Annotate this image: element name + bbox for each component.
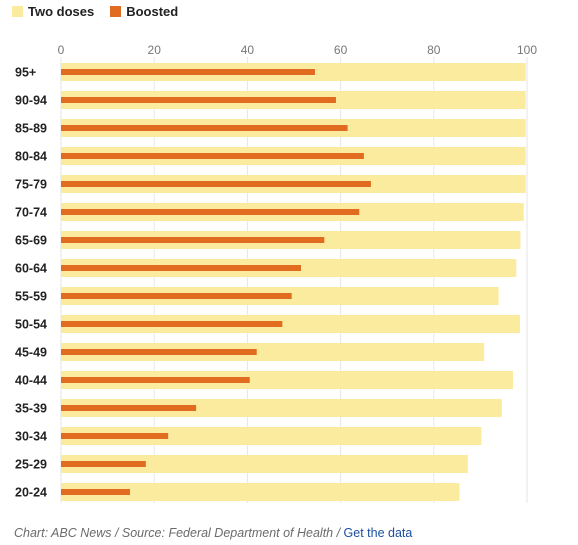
- bar-boosted-65-69: [61, 237, 325, 243]
- y-category-label-25-29: 25-29: [15, 458, 47, 472]
- legend-label-two-doses: Two doses: [28, 4, 95, 19]
- bar-two-doses-30-34: [61, 427, 482, 445]
- bar-boosted-85-89: [61, 125, 348, 131]
- bar-boosted-25-29: [61, 461, 146, 467]
- y-category-label-90-94: 90-94: [15, 94, 47, 108]
- bar-two-doses-20-24: [61, 483, 460, 501]
- y-category-label-55-59: 55-59: [15, 290, 47, 304]
- legend-item-boosted: Boosted: [110, 4, 178, 19]
- bar-boosted-70-74: [61, 209, 360, 215]
- bar-boosted-80-84: [61, 153, 364, 159]
- bar-boosted-75-79: [61, 181, 371, 187]
- bar-two-doses-25-29: [61, 455, 468, 473]
- y-category-label-70-74: 70-74: [15, 206, 47, 220]
- y-category-label-95+: 95+: [15, 66, 36, 80]
- y-category-label-45-49: 45-49: [15, 346, 47, 360]
- bar-boosted-90-94: [61, 97, 336, 103]
- bar-boosted-20-24: [61, 489, 130, 495]
- bar-boosted-50-54: [61, 321, 283, 327]
- x-tick-label-20: 20: [148, 43, 162, 57]
- bar-two-doses-40-44: [61, 371, 514, 389]
- footer-credit: Chart: ABC News / Source: Federal Depart…: [14, 526, 344, 540]
- bar-two-doses-45-49: [61, 343, 485, 361]
- x-tick-label-60: 60: [334, 43, 348, 57]
- y-category-label-60-64: 60-64: [15, 262, 47, 276]
- bar-boosted-60-64: [61, 265, 301, 271]
- bar-boosted-30-34: [61, 433, 169, 439]
- y-category-label-85-89: 85-89: [15, 122, 47, 136]
- y-category-label-20-24: 20-24: [15, 486, 47, 500]
- legend-swatch-two-doses: [12, 6, 23, 17]
- x-tick-label-0: 0: [58, 43, 65, 57]
- y-category-label-40-44: 40-44: [15, 374, 47, 388]
- legend-item-two-doses: Two doses: [12, 4, 94, 19]
- bar-boosted-55-59: [61, 293, 292, 299]
- bar-chart: 0 20 40 60 80 100 95+ 90-94 85-89 80-84 75-79 70-74…: [15, 43, 537, 503]
- y-category-label-65-69: 65-69: [15, 234, 47, 248]
- x-tick-label-80: 80: [427, 43, 441, 57]
- bar-two-doses-35-39: [61, 399, 502, 417]
- bar-boosted-35-39: [61, 405, 197, 411]
- bar-boosted-40-44: [61, 377, 250, 383]
- bar-two-doses-50-54: [61, 315, 521, 333]
- y-category-label-80-84: 80-84: [15, 150, 47, 164]
- x-tick-label-40: 40: [241, 43, 255, 57]
- legend-swatch-boosted: [110, 6, 122, 17]
- bar-boosted-45-49: [61, 349, 257, 355]
- y-category-label-30-34: 30-34: [15, 430, 47, 444]
- legend-label-boosted: Boosted: [126, 4, 179, 19]
- x-tick-label-100: 100: [517, 43, 537, 57]
- get-the-data-link[interactable]: Get the data: [343, 526, 413, 540]
- chart-footer: Chart: ABC News / Source: Federal Depart…: [14, 526, 412, 540]
- y-category-label-35-39: 35-39: [15, 402, 47, 416]
- legend: Two doses Boosted: [12, 4, 194, 19]
- bar-boosted-95+: [61, 69, 315, 75]
- y-category-label-50-54: 50-54: [15, 318, 47, 332]
- y-category-label-75-79: 75-79: [15, 178, 47, 192]
